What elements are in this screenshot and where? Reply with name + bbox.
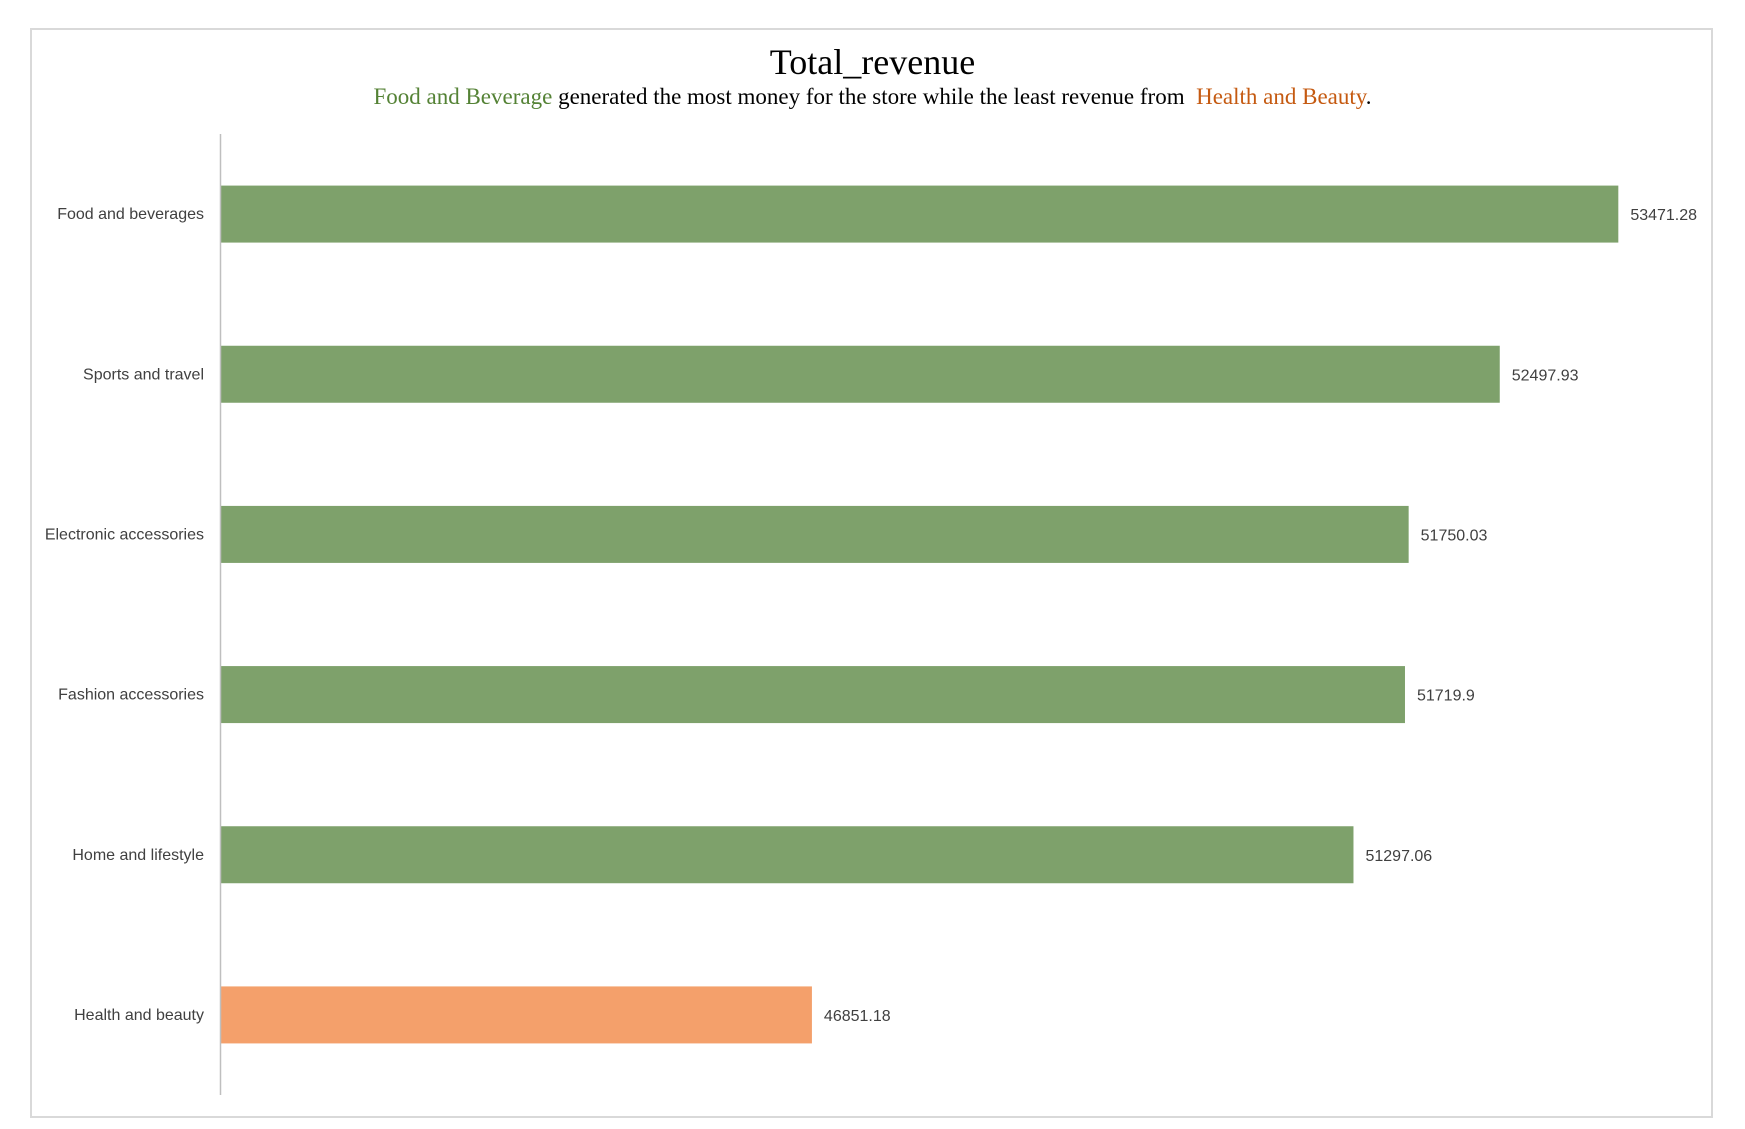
chart-subtitle: Food and Beverage generated the most mon…	[0, 83, 1745, 111]
value-label: 53471.28	[1630, 207, 1697, 224]
category-label: Electronic accessories	[45, 526, 204, 543]
value-label: 51719.9	[1417, 688, 1475, 705]
category-label: Sports and travel	[83, 366, 204, 383]
value-label: 51297.06	[1365, 848, 1432, 865]
bar-food-and-beverages	[221, 185, 1619, 243]
bar-fashion-accessories	[221, 666, 1405, 724]
category-label: Food and beverages	[57, 206, 204, 223]
value-label: 51750.03	[1421, 527, 1488, 544]
subtitle-highlight-bottom: Health and Beauty	[1196, 84, 1366, 109]
bar-sports-and-travel	[221, 345, 1500, 403]
category-label: Health and beauty	[74, 1007, 204, 1024]
subtitle-text-end: .	[1365, 84, 1372, 109]
bar-health-and-beauty	[221, 986, 812, 1044]
category-label: Home and lifestyle	[72, 847, 204, 864]
bar-home-and-lifestyle	[221, 826, 1354, 884]
chart-title: Total_revenue	[769, 42, 976, 82]
category-label: Fashion accessories	[58, 687, 204, 704]
subtitle-text-middle: generated the most money for the store w…	[552, 84, 1197, 109]
value-label: 46851.18	[824, 1008, 891, 1025]
bar-electronic-accessories	[221, 505, 1409, 563]
bars-layer: Food and beverages 53471.28 Sports and tra…	[45, 185, 1697, 1044]
subtitle-highlight-top: Food and Beverage	[373, 84, 553, 109]
value-label: 52497.93	[1512, 367, 1579, 384]
